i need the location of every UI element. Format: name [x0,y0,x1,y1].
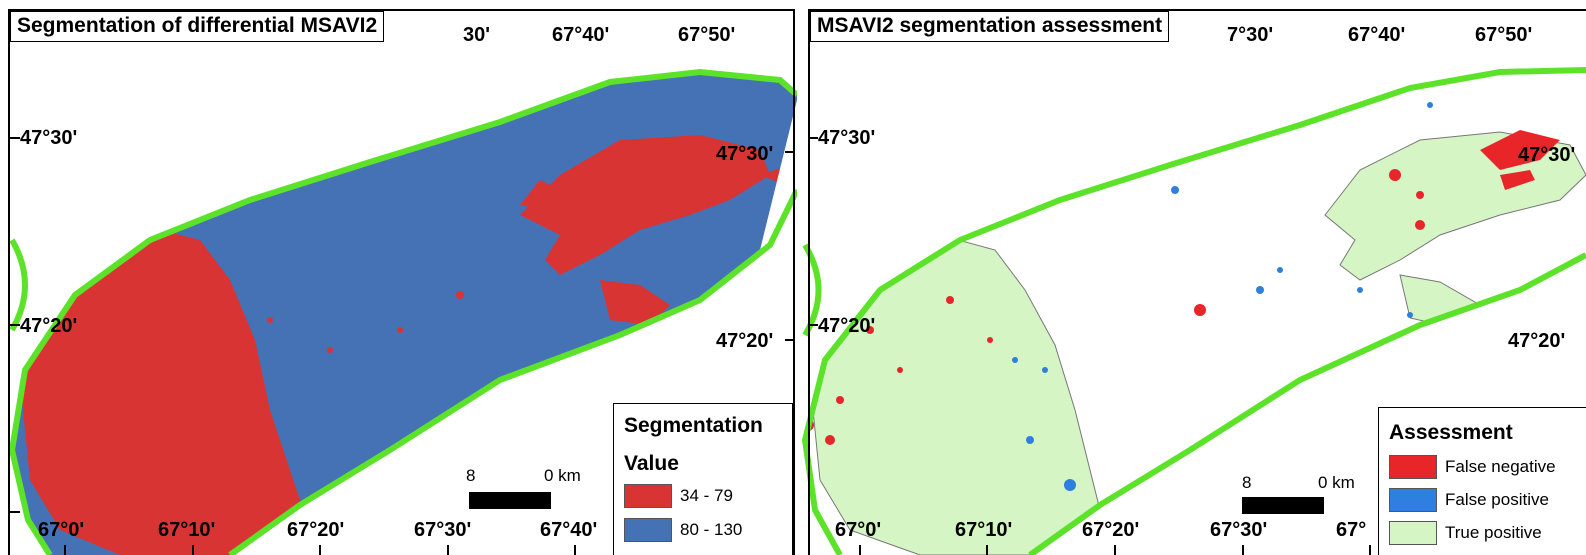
scale-bar-segment [469,492,551,509]
legend-item: False positive [1389,488,1549,512]
map-title: MSAVI2 segmentation assessment [810,11,1170,42]
bottom-tick-label: 67°10' [158,519,216,541]
legend-title: Assessment [1389,421,1513,444]
adjacent-boundary-arc [9,238,28,332]
top-tick-label: 7°30' [1227,24,1274,46]
right-tick-label: 47°20' [716,330,774,352]
legend-item-label: True positive [1445,523,1542,542]
top-tick-label: 67°40' [552,24,610,46]
legend-swatch [1389,521,1437,545]
legend-item: True positive [1389,521,1542,545]
scale-end-label: 0 km [1318,473,1355,492]
legend-subtitle: Value [624,452,679,475]
top-tick-label: 67°50' [678,24,736,46]
left-tick-label: 47°30' [818,127,876,149]
bottom-tick-label: 67° [1336,519,1367,541]
legend-swatch [1389,488,1437,512]
legend-item: False negative [1389,455,1556,479]
bottom-tick-label: 67°20' [1082,519,1140,541]
bottom-tick-label: 67°0' [38,519,85,541]
top-tick-label: 67°40' [1348,24,1406,46]
left-tick-label: 47°20' [20,315,78,337]
study-area-boundary [801,67,1586,555]
legend-item: 34 - 79 [624,484,733,508]
scale-bar: 8 0 km [1240,473,1360,519]
scale-start-label: 8 [1242,473,1252,492]
top-tick-label: 30' [463,24,491,46]
bottom-tick-label: 67°40' [540,519,598,541]
low-segment-patches [12,135,797,555]
bottom-tick-label: 67°20' [287,519,345,541]
legend: Assessment False negative False positive… [1378,407,1586,555]
map-title: Segmentation of differential MSAVI2 [10,11,385,42]
right-tick-label: 47°20' [1508,330,1566,352]
bottom-tick-label: 67°10' [955,519,1013,541]
left-tick-label: 47°20' [818,315,876,337]
map-panel-segmentation: 30' 67°40' 67°50' 47°30' 47°20' 47°30' 4… [8,9,797,555]
legend-item-label: False positive [1445,490,1549,509]
legend: Segmentation Value 34 - 79 80 - 130 [613,403,793,555]
legend-item-label: 34 - 79 [680,486,733,505]
map-frame [8,9,795,555]
legend-item: 80 - 130 [624,518,742,542]
legend-title: Segmentation [624,414,763,437]
study-area-boundary [8,68,797,555]
left-tick-label: 47°30' [20,127,78,149]
bottom-tick-label: 67°30' [1210,519,1268,541]
map-panel-assessment: 7°30' 67°40' 67°50' 47°30' 47°20' 47°30'… [800,0,1586,555]
bottom-tick-label: 67°0' [835,519,882,541]
scale-bar: 8 0 km [466,466,581,514]
map-frame [808,9,1586,555]
right-tick-label: 47°30' [1518,144,1576,166]
top-tick-label: 67°50' [1475,24,1533,46]
bottom-tick-label: 67°30' [414,519,472,541]
segmentation-map [8,68,797,555]
scale-bar-segment [1242,497,1324,514]
scale-end-label: 0 km [544,466,581,485]
right-tick-label: 47°30' [716,143,774,165]
legend-item-label: 80 - 130 [680,520,743,539]
legend-item-label: False negative [1445,457,1556,476]
legend-swatch [1389,455,1437,479]
scale-start-label: 8 [466,466,476,485]
legend-swatch [624,484,672,508]
false-positive-patches [1012,102,1433,491]
legend-swatch [624,518,672,542]
